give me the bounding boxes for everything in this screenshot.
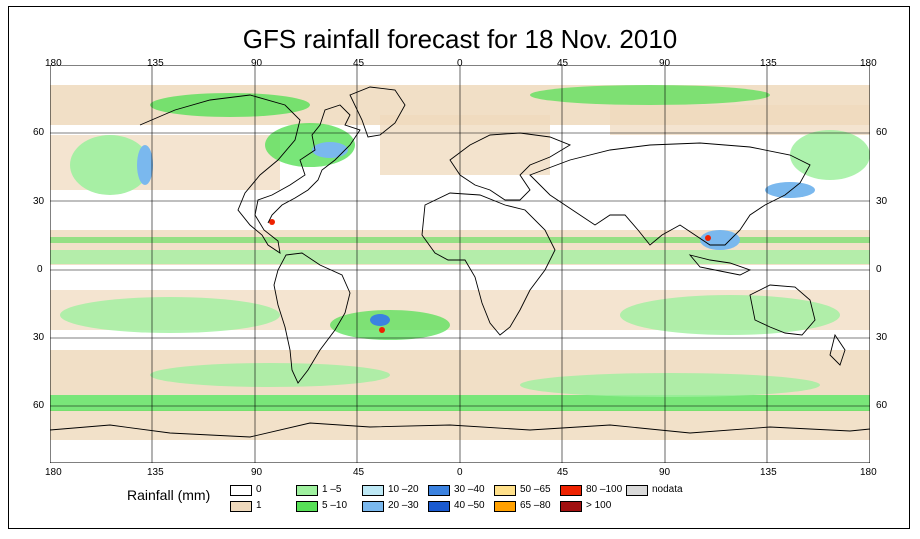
lat-label: 30: [33, 332, 45, 343]
legend-label: 1 –5: [322, 484, 342, 495]
legend-label: 5 –10: [322, 500, 348, 511]
map-panel: [49, 64, 871, 468]
legend-label: 65 –80: [520, 500, 551, 511]
legend-label: 10 –20: [388, 484, 419, 495]
legend-swatch: [296, 485, 318, 496]
legend-label: 30 –40: [454, 484, 485, 495]
legend-swatch: [560, 501, 582, 512]
lat-label: 0: [876, 264, 882, 275]
lat-label: 60: [33, 127, 45, 138]
figure-frame: [8, 6, 910, 529]
legend-swatch: [560, 485, 582, 496]
lon-label: 90: [251, 467, 263, 478]
legend-swatch: [230, 485, 252, 496]
lon-label: 45: [353, 467, 365, 478]
lon-label: 0: [457, 58, 463, 69]
lon-label: 135: [147, 58, 164, 69]
lon-label: 180: [45, 58, 62, 69]
legend-swatch: [362, 485, 384, 496]
world-map: [49, 64, 871, 464]
legend-label: > 100: [586, 500, 612, 511]
legend-swatch: [494, 501, 516, 512]
legend-swatch: [428, 485, 450, 496]
lon-label: 180: [860, 58, 877, 69]
lon-label: 90: [251, 58, 263, 69]
lon-label: 0: [457, 467, 463, 478]
legend-swatch: [296, 501, 318, 512]
lon-label: 135: [760, 58, 777, 69]
graticule: [50, 65, 870, 463]
map-title: GFS rainfall forecast for 18 Nov. 2010: [242, 24, 678, 54]
lat-label: 60: [876, 400, 888, 411]
legend-label: 50 –65: [520, 484, 551, 495]
legend-swatch: [626, 485, 648, 496]
lat-label: 60: [33, 400, 45, 411]
legend-label: 20 –30: [388, 500, 419, 511]
lat-label: 60: [876, 127, 888, 138]
legend-swatch: [362, 501, 384, 512]
lon-label: 90: [659, 467, 671, 478]
lon-label: 90: [659, 58, 671, 69]
lat-label: 30: [33, 196, 45, 207]
lon-label: 135: [147, 467, 164, 478]
legend-label: 0: [256, 484, 262, 495]
lon-label: 45: [353, 58, 365, 69]
legend-label: 1: [256, 500, 262, 511]
legend-title: Rainfall (mm): [127, 487, 211, 503]
legend-label: 80 –100: [586, 484, 623, 495]
lat-label: 0: [37, 264, 43, 275]
lon-label: 45: [557, 467, 569, 478]
legend-swatch: [428, 501, 450, 512]
lon-label: 180: [860, 467, 877, 478]
coastlines: [50, 86, 870, 438]
lon-label: 135: [760, 467, 777, 478]
lon-label: 45: [557, 58, 569, 69]
legend-label: 40 –50: [454, 500, 485, 511]
lon-label: 180: [45, 467, 62, 478]
legend-label: nodata: [652, 484, 683, 495]
legend-swatch: [230, 501, 252, 512]
legend-swatch: [494, 485, 516, 496]
lat-label: 30: [876, 196, 888, 207]
lat-label: 30: [876, 332, 888, 343]
